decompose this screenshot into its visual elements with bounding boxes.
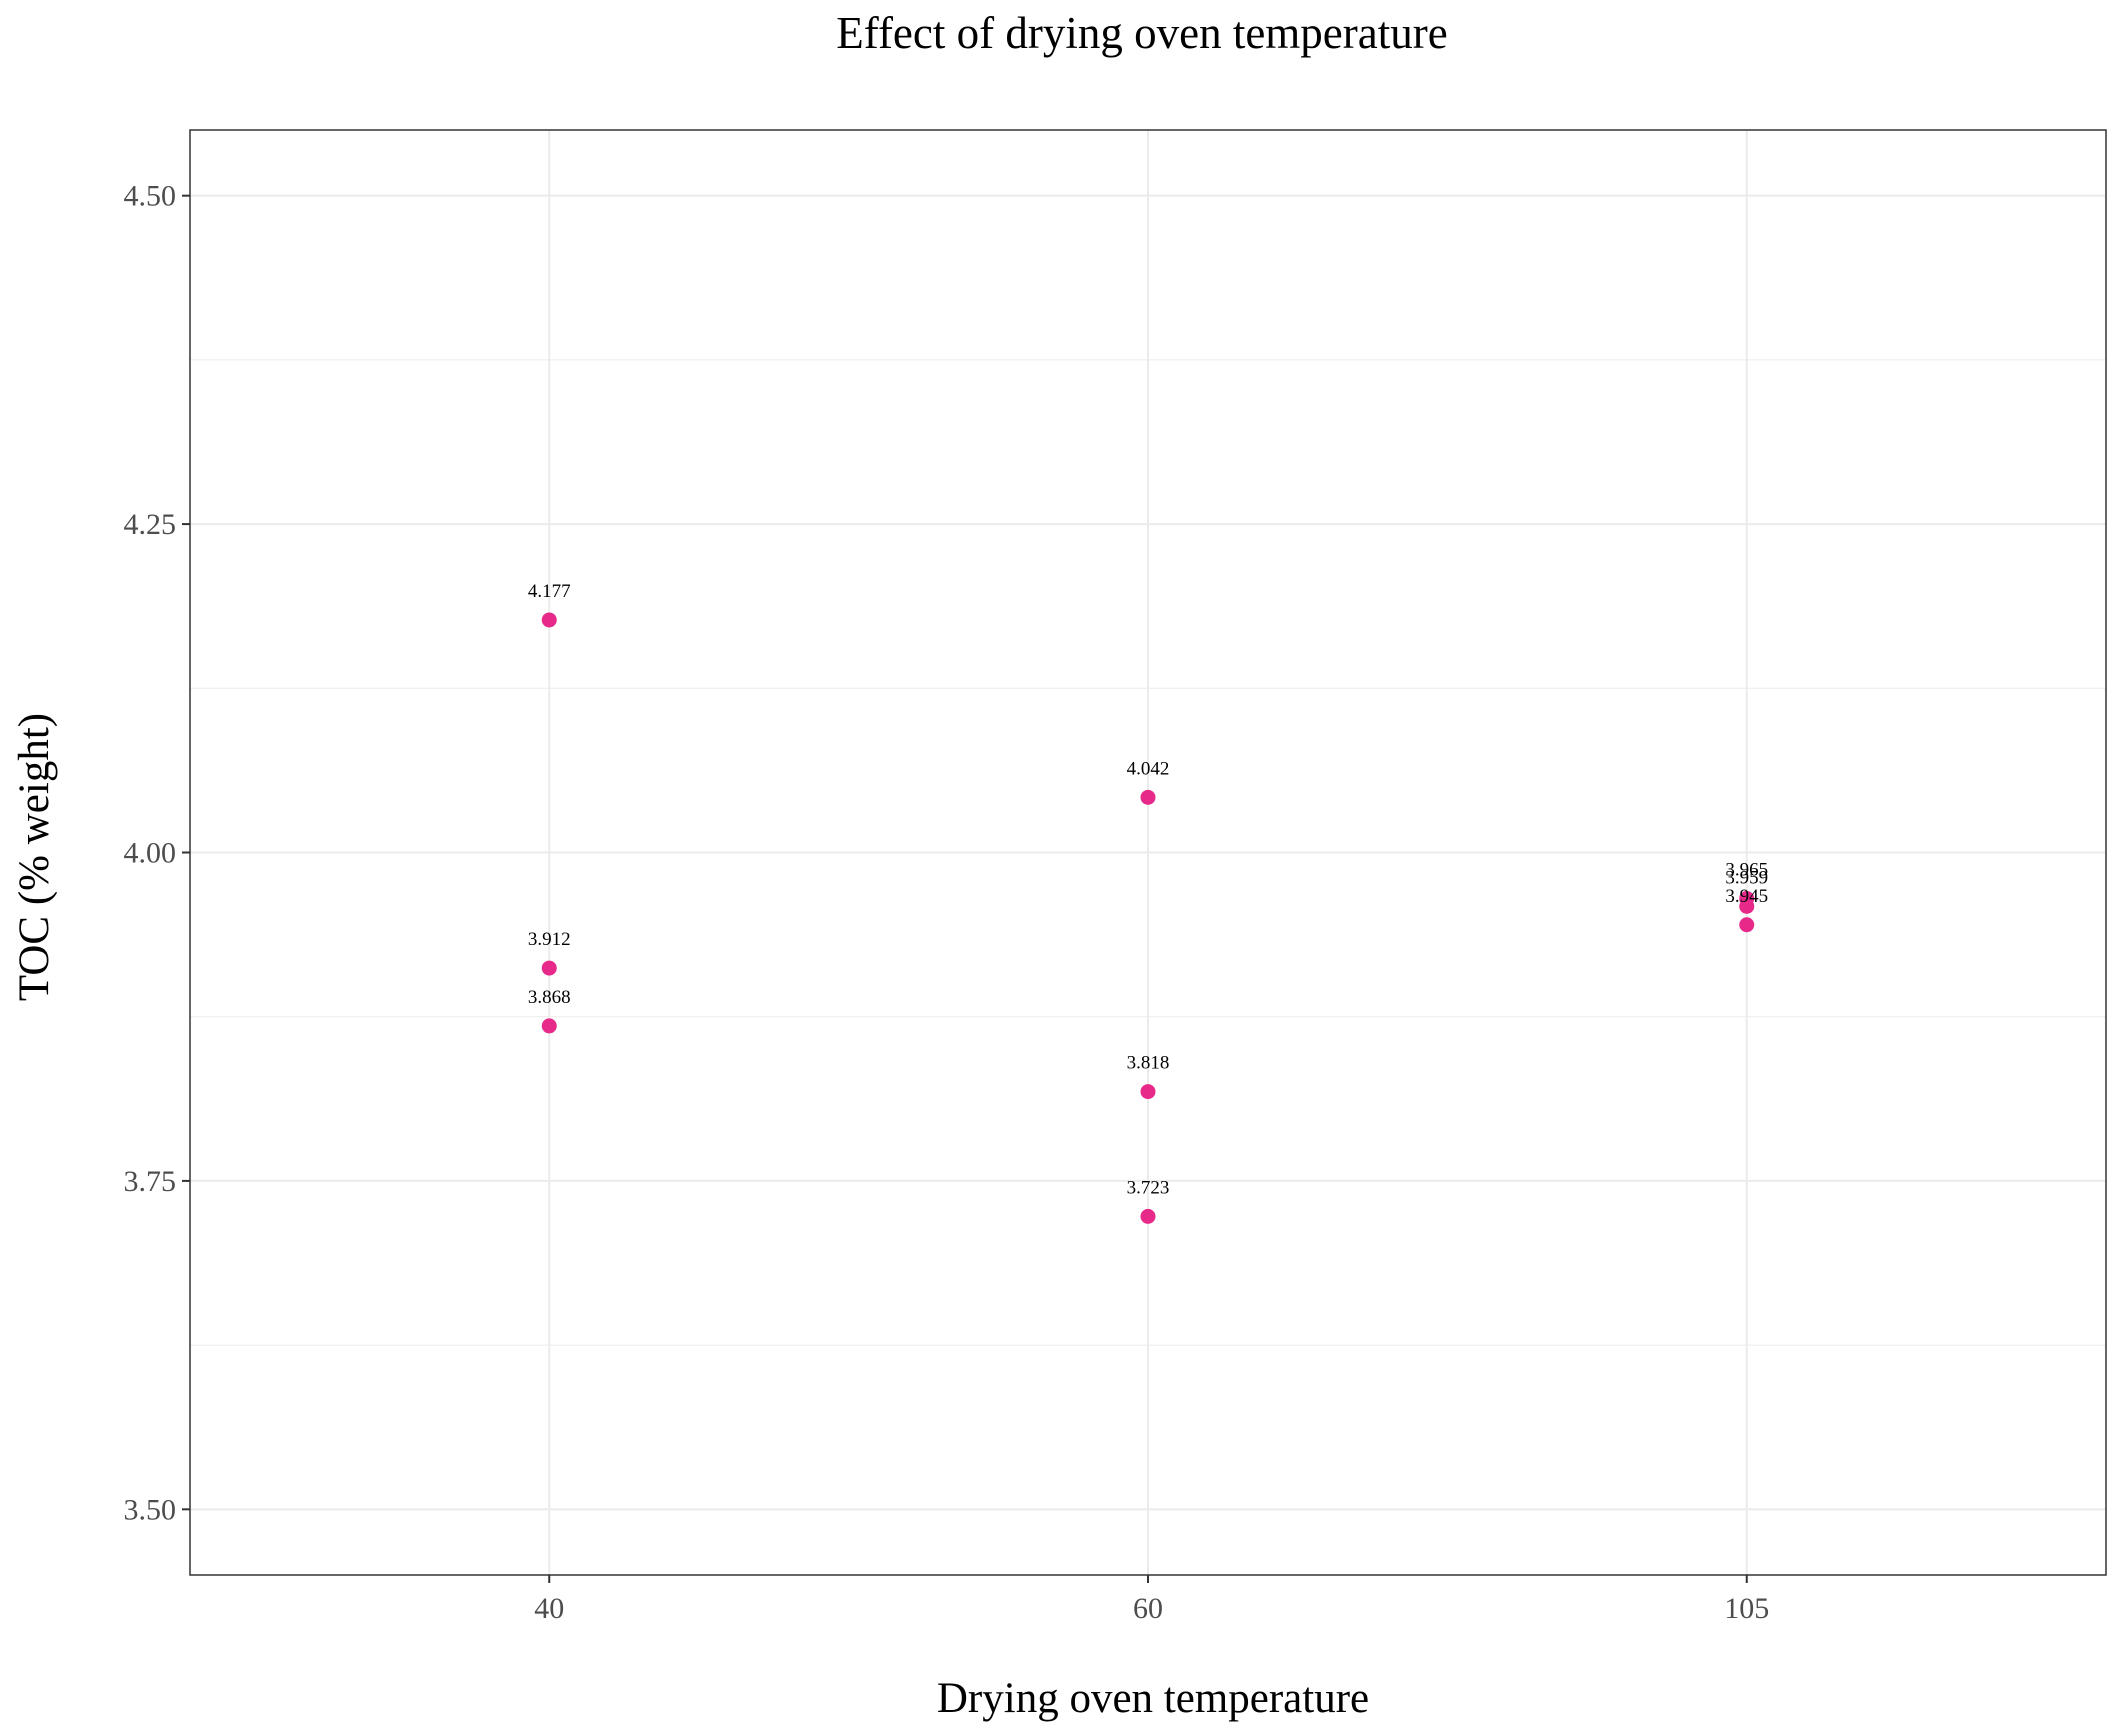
data-point bbox=[1140, 1208, 1156, 1224]
data-label: 3.959 bbox=[1725, 867, 1768, 888]
data-point bbox=[1140, 1084, 1156, 1100]
data-label: 3.818 bbox=[1127, 1053, 1170, 1074]
data-point bbox=[1140, 789, 1156, 805]
data-point bbox=[541, 960, 557, 976]
x-tick-label: 105 bbox=[1724, 1592, 1769, 1625]
data-label: 3.945 bbox=[1725, 886, 1768, 907]
chart-title: Effect of drying oven temperature bbox=[836, 8, 1447, 58]
data-label: 3.965 bbox=[1725, 859, 1768, 880]
y-axis-title: TOC (% weight) bbox=[11, 713, 58, 1001]
data-labels: 4.177 3.912 3.868 4.042 3.818 3.723 3.9653.959… bbox=[528, 581, 1768, 1198]
x-tick-label: 60 bbox=[1133, 1592, 1163, 1625]
data-label: 3.868 bbox=[528, 987, 571, 1008]
data-label: 3.723 bbox=[1127, 1177, 1170, 1198]
grid-lines bbox=[190, 130, 2106, 1575]
data-label: 4.042 bbox=[1127, 758, 1170, 779]
data-points bbox=[541, 612, 1755, 1224]
y-tick-label: 3.50 bbox=[124, 1493, 177, 1526]
y-tick-label: 4.25 bbox=[124, 508, 177, 541]
y-tick-label: 4.50 bbox=[124, 180, 177, 213]
x-axis-title: Drying oven temperature bbox=[937, 1675, 1369, 1722]
data-point bbox=[541, 612, 557, 628]
data-point bbox=[1739, 917, 1755, 933]
data-label: 3.912 bbox=[528, 929, 571, 950]
x-tick-label: 40 bbox=[534, 1592, 564, 1625]
x-axis: 40 60 105 bbox=[534, 1575, 1769, 1625]
data-point bbox=[1739, 898, 1755, 914]
y-tick-label: 3.75 bbox=[124, 1165, 177, 1198]
data-point bbox=[541, 1018, 557, 1034]
y-axis: 3.50 3.75 4.00 4.25 4.50 bbox=[124, 180, 190, 1526]
y-tick-label: 4.00 bbox=[124, 837, 177, 870]
data-label: 4.177 bbox=[528, 581, 571, 602]
